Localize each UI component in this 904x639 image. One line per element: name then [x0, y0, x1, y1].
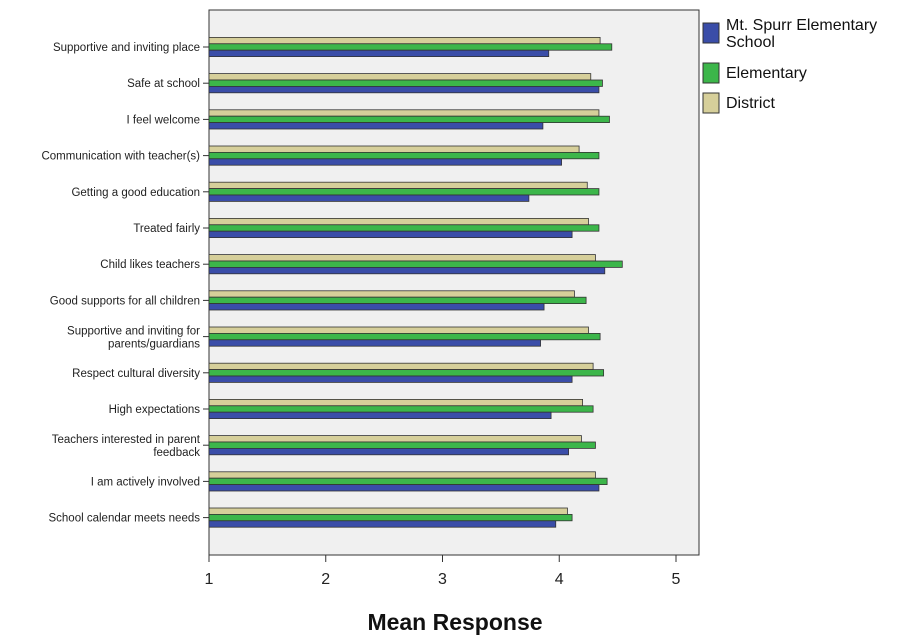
category-label: Supportive and inviting place — [53, 42, 200, 54]
bar — [208, 43, 613, 51]
bar — [208, 332, 601, 341]
bar — [208, 447, 569, 456]
legend-swatch — [702, 92, 720, 114]
category-label: Treated fairly — [133, 223, 200, 235]
bar — [208, 37, 601, 45]
legend-label: Elementary — [726, 65, 807, 82]
bar — [208, 362, 594, 371]
bar — [208, 411, 552, 420]
bar — [208, 303, 545, 311]
bar — [208, 290, 575, 298]
category-label: Supportive and inviting for parents/guard… — [67, 326, 200, 351]
x-axis-label: Mean Response — [367, 609, 542, 635]
bar — [208, 520, 557, 528]
category-label: Child likes teachers — [100, 259, 200, 271]
category-label: High expectations — [109, 404, 201, 416]
bar — [208, 158, 562, 166]
category-label: Respect cultural diversity — [72, 368, 200, 380]
category-label: I feel welcome — [126, 114, 200, 126]
bar — [208, 194, 530, 202]
category-label: Teachers interested in parent feedback — [52, 434, 201, 459]
category-label: Getting a good education — [71, 187, 200, 199]
x-tick-label: 1 — [205, 571, 214, 588]
bar — [208, 471, 596, 479]
x-tick-label: 3 — [438, 571, 447, 588]
category-label: Good supports for all children — [50, 295, 200, 307]
bar — [208, 369, 605, 377]
bar — [208, 73, 592, 81]
x-tick-label: 2 — [321, 571, 330, 588]
legend-swatch — [702, 22, 720, 44]
bar — [208, 181, 588, 189]
category-labels: Supportive and inviting place Safe at sch… — [41, 42, 209, 525]
bar — [208, 441, 596, 449]
bar — [208, 122, 544, 130]
bar — [208, 266, 606, 275]
bar — [208, 224, 600, 232]
bar — [208, 507, 568, 515]
bar — [208, 86, 600, 94]
bar — [208, 477, 608, 486]
bar — [208, 151, 600, 160]
bar — [208, 115, 610, 123]
bar — [208, 145, 580, 153]
x-tick-label: 4 — [555, 571, 564, 588]
bar — [208, 326, 589, 334]
plot-area — [208, 9, 700, 556]
bar — [208, 109, 600, 117]
legend-swatch — [702, 62, 720, 84]
bar — [208, 79, 603, 87]
bar — [208, 188, 600, 196]
bar — [208, 435, 582, 443]
legend-label: District — [726, 95, 775, 112]
bar — [208, 49, 550, 58]
bar — [208, 230, 573, 238]
bars-group — [208, 37, 623, 528]
bar — [208, 375, 573, 383]
bar — [208, 260, 623, 268]
bar — [208, 339, 541, 347]
legend-label: Mt. Spurr Elementary School — [726, 17, 877, 51]
category-label: Safe at school — [127, 78, 200, 90]
bar — [208, 296, 587, 305]
category-label: Communication with teacher(s) — [41, 151, 200, 163]
x-tick-label: 5 — [672, 571, 681, 588]
bar — [208, 254, 596, 262]
legend: Mt. Spurr Elementary School Elementary Dist… — [702, 17, 877, 114]
category-label: I am actively involved — [91, 476, 200, 488]
category-label: School calendar meets needs — [48, 513, 200, 525]
bar — [208, 398, 584, 407]
bar — [208, 217, 589, 226]
bar — [208, 514, 573, 522]
x-axis: 1 2 3 4 5 — [205, 555, 681, 588]
bar — [208, 405, 594, 413]
bar — [208, 484, 600, 492]
